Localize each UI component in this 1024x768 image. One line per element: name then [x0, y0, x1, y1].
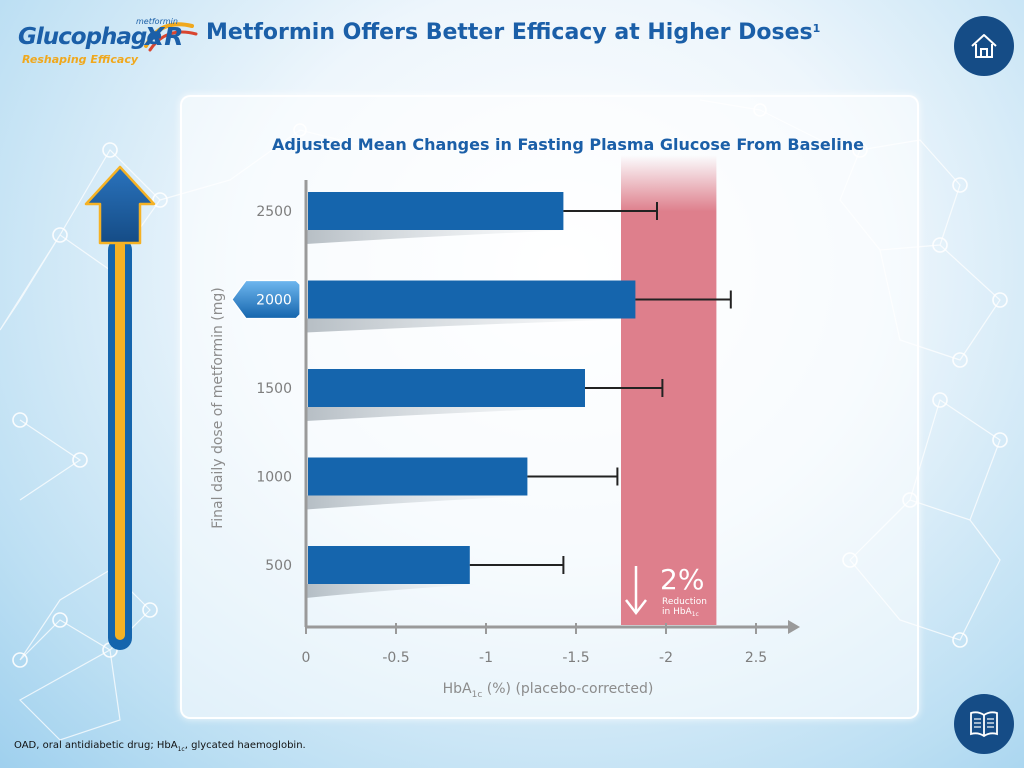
band-label-line2: in HbA1c	[662, 607, 699, 618]
x-ticks: 0 -0.5 -1 -1.5 -2 2.5	[302, 623, 767, 666]
reduction-band-rect	[621, 155, 717, 625]
reduction-band	[621, 155, 717, 625]
page-title-reference: 1	[812, 22, 821, 35]
y-axis-label: Final daily dose of metformin (mg)	[210, 287, 226, 529]
page-title: Metformin Offers Better Efficacy at High…	[206, 20, 820, 45]
band-label: 2% Reduction in HbA1c	[625, 563, 707, 618]
bar-shadow	[306, 407, 595, 421]
x-tick-label: 0	[302, 650, 311, 666]
x-tick-label: -2	[659, 650, 673, 666]
bar	[308, 546, 470, 584]
bar	[308, 280, 636, 319]
bar-shadow	[306, 584, 480, 598]
references-button[interactable]	[954, 694, 1014, 754]
y-tick-label: 1500	[256, 381, 292, 397]
x-tick-label: -1	[479, 650, 493, 666]
band-label-line2-text: in HbA	[662, 607, 693, 617]
x-axis-label-b: (%) (placebo-corrected)	[482, 681, 653, 697]
x-axis-label-a: HbA	[443, 681, 472, 697]
band-label-line2-sub: 1c	[692, 611, 699, 618]
dose-arrow-core	[115, 240, 125, 640]
x-axis-label: HbA1c (%) (placebo-corrected)	[443, 681, 654, 700]
home-button[interactable]	[954, 16, 1014, 76]
x-axis-arrowhead	[788, 620, 800, 634]
bar	[308, 457, 528, 496]
bars	[308, 192, 636, 584]
bar	[308, 369, 585, 407]
logo-suffix: XR	[145, 22, 184, 51]
band-big-label: 2%	[660, 563, 704, 596]
footnote: OAD, oral antidiabetic drug; HbA1c, glyc…	[14, 740, 306, 753]
x-tick-label: 2.5	[745, 650, 767, 666]
footnote-sub: 1c	[177, 746, 185, 753]
highlighted-dose-tag	[231, 279, 301, 320]
footnote-a: OAD, oral antidiabetic drug; HbA	[14, 740, 178, 751]
glucophage-xr-logo: metformin Glucophage XR Reshaping Effica…	[18, 16, 198, 72]
x-tick-label: -1.5	[562, 650, 589, 666]
book-icon	[970, 711, 998, 738]
x-axis-label-sub: 1c	[472, 690, 483, 700]
logo-tagline: Reshaping Efficacy	[22, 53, 139, 66]
bar	[308, 192, 564, 230]
bar-shadow	[306, 230, 574, 244]
bar-shadow	[306, 495, 538, 510]
dose-arrow-head	[84, 165, 156, 245]
error-bars	[469, 202, 732, 574]
home-icon	[971, 34, 997, 58]
y-tick-label: 1000	[256, 470, 292, 486]
logo-swoosh-icon	[144, 22, 198, 52]
x-tick-label: -0.5	[382, 650, 409, 666]
y-tick-label: 2000	[256, 293, 292, 309]
band-label-line1: Reduction	[662, 597, 707, 607]
y-tick-label: 2500	[256, 204, 292, 220]
footnote-b: , glycated haemoglobin.	[184, 740, 306, 751]
dose-arrow	[84, 165, 156, 650]
logo-brand: Glucophage	[18, 24, 162, 50]
bar-shadows	[306, 230, 646, 598]
y-tick-labels: 2500 2000 1500 1000 500	[231, 204, 301, 574]
reduction-arrow-head	[625, 599, 647, 616]
page-title-text: Metformin Offers Better Efficacy at High…	[206, 20, 813, 45]
y-tick-label: 500	[265, 558, 292, 574]
bar-shadow	[306, 318, 646, 333]
logo-small-text: metformin	[136, 17, 178, 26]
chart-title: Adjusted Mean Changes in Fasting Plasma …	[272, 135, 864, 154]
axes	[304, 180, 800, 634]
